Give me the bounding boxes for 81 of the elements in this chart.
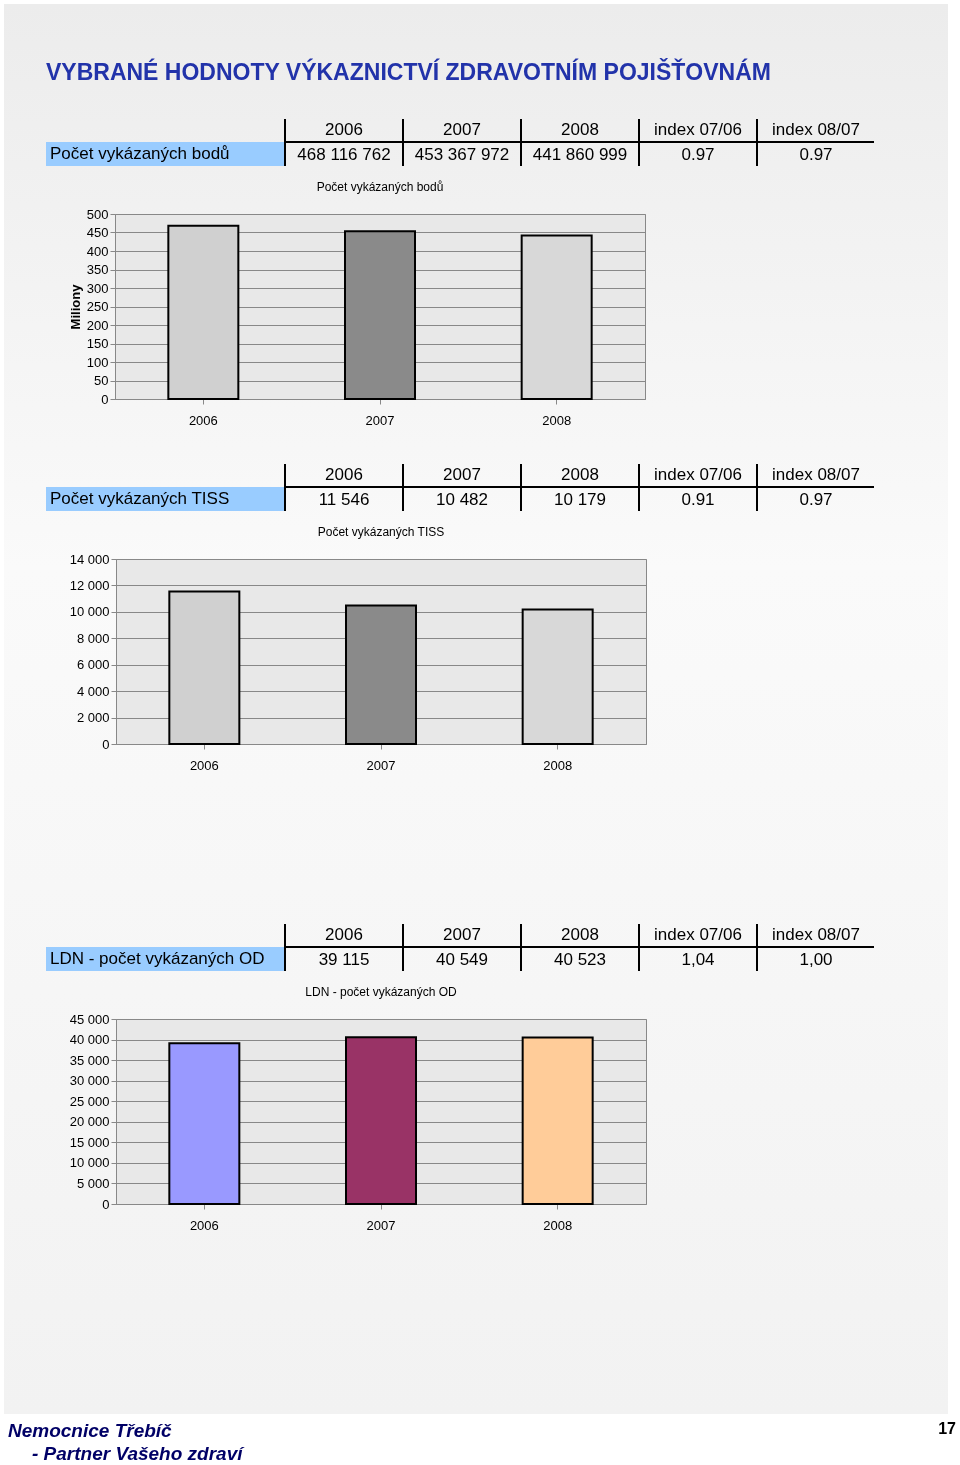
text: - Partner Vašeho zdraví: [32, 1443, 243, 1465]
text: 1,04: [639, 947, 757, 971]
y-tick-label: 2 000: [76, 710, 110, 726]
x-tick-label: 2007: [365, 412, 395, 428]
y-tick-label: 5 000: [76, 1175, 110, 1191]
text: 0.91: [639, 487, 757, 511]
x-tick-label: 2008: [543, 757, 573, 773]
x-tick-label: 2006: [188, 412, 218, 428]
text: 468 116 762: [285, 142, 403, 166]
text: 10 179: [521, 487, 639, 511]
y-tick-label: 0: [102, 1196, 110, 1212]
text: 11 546: [285, 487, 403, 511]
text: index 08/07: [757, 924, 874, 947]
x-tick-label: 2008: [543, 1217, 573, 1233]
category-label: 2007: [443, 925, 481, 944]
y-tick-label: 300: [86, 280, 109, 296]
text: 0.97: [639, 142, 757, 166]
bar: [521, 608, 594, 745]
text: 17: [938, 1420, 956, 1438]
text: 1,00: [757, 947, 874, 971]
category-label: 2007: [443, 465, 481, 484]
y-tick-label: 10 000: [69, 604, 110, 620]
y-tick-label: 4 000: [76, 683, 110, 699]
chart-title: Počet vykázaných bodů: [50, 144, 230, 163]
y-tick-label: 35 000: [69, 1052, 110, 1068]
chart-title: Počet vykázaných TISS: [317, 525, 445, 539]
y-tick-label: 45 000: [69, 1011, 110, 1027]
text: index 07/06: [639, 924, 757, 947]
text: index 08/07: [757, 119, 874, 142]
x-tick-label: 2007: [366, 757, 396, 773]
category-label: 2006: [325, 925, 363, 944]
text: index 07/06: [639, 119, 757, 142]
y-tick-label: 500: [86, 206, 109, 222]
category-label: 2006: [325, 120, 363, 139]
y-tick-label: 8 000: [76, 630, 110, 646]
category-label: 2006: [325, 465, 363, 484]
text: 39 115: [285, 947, 403, 971]
y-tick-label: 15 000: [69, 1134, 110, 1150]
x-tick-label: 2006: [189, 1217, 219, 1233]
text: VYBRANÉ HODNOTY VÝKAZNICTVÍ ZDRAVOTNÍM POJIŠŤOVNÁM: [45, 57, 772, 87]
text: 453 367 972: [403, 142, 521, 166]
y-tick-label: 10 000: [69, 1155, 110, 1171]
chart-title: Počet vykázaných TISS: [50, 489, 230, 508]
category-label: 2008: [561, 465, 599, 484]
y-tick-label: 0: [101, 391, 109, 407]
text: 0.97: [757, 142, 874, 166]
y-tick-label: 150: [86, 336, 109, 351]
y-tick-label: 100: [86, 354, 109, 370]
category-label: 2007: [443, 120, 481, 139]
chart-title: LDN - počet vykázaných OD: [305, 985, 458, 999]
text: index 07/06: [639, 464, 757, 487]
y-tick-label: 30 000: [69, 1073, 110, 1089]
text: 10 482: [403, 487, 521, 511]
text: 441 860 999: [521, 142, 639, 166]
y-tick-label: 400: [86, 243, 109, 259]
y-tick-label: 12 000: [69, 577, 110, 593]
y-tick-label: 25 000: [69, 1093, 110, 1109]
x-tick-label: 2007: [366, 1217, 396, 1233]
y-tick-label: 250: [86, 299, 109, 314]
y-tick-label: 0: [102, 736, 110, 752]
y-tick-label: 14 000: [69, 551, 110, 567]
y-tick-label: 20 000: [69, 1114, 110, 1130]
text: 40 549: [403, 947, 521, 971]
bar: [168, 590, 241, 745]
y-tick-label: 450: [86, 225, 109, 240]
text: 0.97: [757, 487, 874, 511]
y-tick-label: 50: [94, 373, 109, 388]
chart-title: LDN - počet vykázaných OD: [50, 949, 265, 968]
x-tick-label: 2006: [189, 757, 219, 773]
y-tick-label: 350: [86, 262, 109, 277]
category-label: 2008: [561, 925, 599, 944]
y-tick-label: 6 000: [76, 657, 110, 673]
y-tick-label: 200: [86, 317, 109, 333]
y-tick-label: 40 000: [69, 1032, 110, 1048]
x-tick-label: 2008: [542, 412, 572, 428]
text: index 08/07: [757, 464, 874, 487]
category-label: 2008: [561, 120, 599, 139]
chart-title: Počet vykázaných bodů: [316, 180, 444, 194]
text: 40 523: [521, 947, 639, 971]
y-axis-title: Miliony: [67, 283, 83, 330]
text: Nemocnice Třebíč: [8, 1420, 172, 1442]
